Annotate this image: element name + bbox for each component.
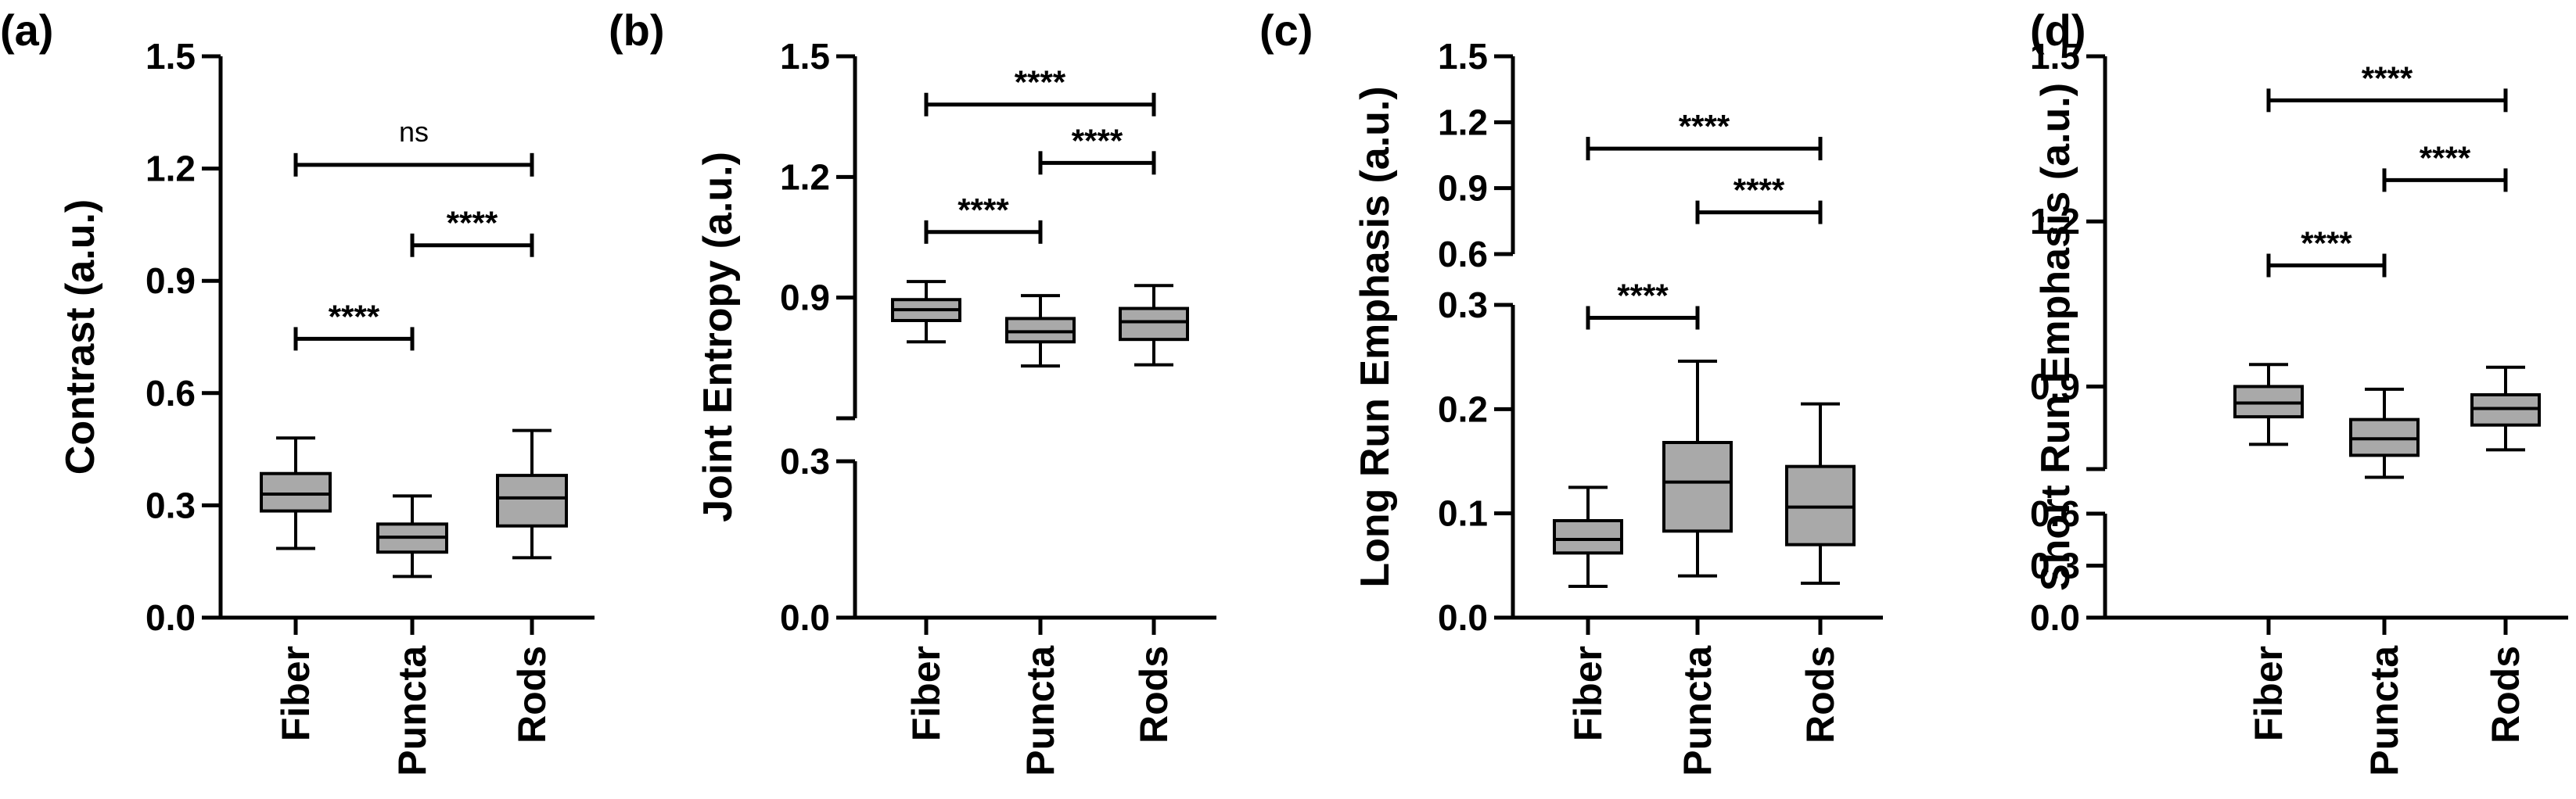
box-fiber [891, 280, 961, 344]
y-tick-label: 0.9 [780, 278, 830, 318]
significance-bracket: **** [1586, 108, 1823, 161]
y-tick-label: 1.5 [2030, 36, 2080, 77]
x-tick-label: Puncta [2362, 645, 2406, 776]
y-tick-label: 1.2 [1438, 102, 1488, 142]
significance-label: **** [447, 205, 498, 242]
y-axis-label: Short Run Emphasis (a.u.) [2033, 83, 2078, 591]
y-tick-label: 0.6 [1438, 234, 1488, 274]
chart-panel-a: (a) Contrast (a.u.) 0.0 0.3 0.6 0.9 1.2 1.5 Fibe… [0, 5, 595, 776]
y-tick-label: 0.0 [1438, 597, 1488, 638]
box-rods [2470, 365, 2541, 452]
box-rods [496, 428, 568, 560]
significance-bracket: **** [1586, 278, 1700, 330]
box-puncta [2349, 387, 2420, 479]
panel-label: (a) [0, 5, 53, 55]
box-iqr [1119, 306, 1189, 342]
y-tick-label: 0.6 [146, 373, 196, 414]
box-iqr [1662, 441, 1733, 533]
y-tick-label: 0.9 [146, 260, 196, 301]
box-fiber [1553, 485, 1623, 588]
chart-panel-d: (d) Short Run Emphasis (a.u.) 0.0 0.3 0.6 0.9… [2030, 5, 2568, 776]
y-tick-label: 0.0 [146, 597, 196, 638]
box-iqr [496, 474, 568, 528]
significance-bracket: **** [924, 192, 1043, 244]
significance-bracket: **** [1695, 172, 1823, 224]
y-tick-label: 1.5 [780, 36, 830, 77]
significance-label: **** [2301, 225, 2352, 262]
y-tick-label: 1.5 [1438, 36, 1488, 77]
y-tick-label: 0.0 [780, 597, 830, 638]
significance-label: **** [1072, 122, 1123, 159]
x-tick-label: Fiber [904, 646, 948, 741]
box-iqr [260, 471, 332, 513]
y-tick-label: 0.0 [2030, 597, 2080, 638]
x-tick-label: Puncta [1676, 645, 1719, 776]
x-tick-label: Fiber [1566, 646, 1610, 741]
significance-label: **** [2420, 139, 2471, 176]
x-tick-label: Puncta [390, 645, 434, 776]
significance-label: **** [1617, 278, 1669, 314]
significance-label: **** [1015, 64, 1066, 101]
significance-bracket: **** [2266, 225, 2387, 278]
box-iqr [1553, 519, 1623, 555]
chart-panel-b: (b) Joint Entropy (a.u.) 0.0 0.3 0.9 1.2 1.5 Fi… [609, 5, 1216, 776]
y-tick-label: 1.2 [2030, 201, 2080, 242]
x-tick-label: Rods [2484, 646, 2527, 743]
x-tick-label: Puncta [1019, 645, 1062, 776]
significance-label: ns [399, 116, 429, 148]
y-axis-label: Long Run Emphasis (a.u.) [1353, 86, 1398, 587]
chart-panel-c: (c) Long Run Emphasis (a.u.) 0.0 0.1 0.2 0.3 0… [1259, 5, 1883, 776]
y-tick-label: 0.6 [2030, 493, 2080, 534]
box-puncta [1662, 360, 1733, 578]
y-tick-label: 0.3 [1438, 285, 1488, 325]
significance-bracket: **** [410, 205, 534, 257]
x-tick-label: Rods [1798, 646, 1842, 743]
box-rods [1119, 284, 1189, 367]
significance-bracket: **** [2382, 139, 2508, 192]
significance-bracket: **** [924, 64, 1156, 116]
y-tick-label: 1.5 [146, 36, 196, 77]
significance-label: **** [2362, 59, 2413, 96]
panel-label: (b) [609, 5, 665, 55]
significance-label: **** [1734, 172, 1785, 209]
x-tick-label: Fiber [274, 646, 318, 741]
box-rods [1785, 402, 1856, 585]
x-tick-label: Rods [1132, 646, 1176, 743]
y-tick-label: 0.9 [1438, 168, 1488, 209]
y-tick-label: 0.9 [2030, 366, 2080, 407]
y-axis-label: Joint Entropy (a.u.) [695, 152, 741, 522]
panel-label: (c) [1259, 5, 1313, 55]
box-fiber [260, 436, 332, 550]
significance-label: **** [957, 192, 1009, 228]
box-puncta [376, 494, 448, 579]
y-tick-label: 0.3 [780, 441, 830, 482]
x-tick-label: Fiber [2247, 646, 2290, 741]
y-axis-label: Contrast (a.u.) [58, 199, 103, 475]
panel-label: (d) [2030, 5, 2086, 55]
y-tick-label: 0.3 [146, 485, 196, 525]
x-tick-label: Rods [510, 646, 554, 743]
significance-bracket: ns [293, 116, 534, 177]
y-tick-label: 0.2 [1438, 389, 1488, 429]
significance-bracket: **** [1038, 122, 1156, 175]
box-iqr [1005, 317, 1076, 344]
y-tick-label: 1.2 [780, 156, 830, 197]
box-puncta [1005, 294, 1076, 368]
y-tick-label: 0.1 [1438, 493, 1488, 534]
significance-bracket: **** [293, 298, 415, 351]
significance-label: **** [329, 298, 380, 335]
box-fiber [2233, 363, 2304, 446]
y-tick-label: 0.3 [2030, 546, 2080, 586]
y-tick-label: 1.2 [146, 149, 196, 189]
significance-bracket: **** [2266, 59, 2508, 113]
significance-label: **** [1679, 108, 1730, 145]
